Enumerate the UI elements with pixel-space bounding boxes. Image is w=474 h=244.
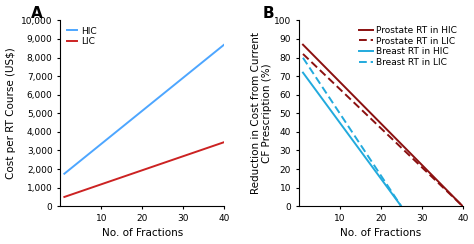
Breast RT in HIC — [388, 191, 393, 193]
Breast RT in LIC — [300, 56, 306, 59]
Line: Prostate RT in HIC: Prostate RT in HIC — [303, 45, 463, 206]
Line: Breast RT in HIC: Breast RT in HIC — [303, 73, 401, 206]
Prostate RT in LIC — [300, 52, 306, 55]
Legend: Prostate RT in HIC, Prostate RT in LIC, Breast RT in HIC, Breast RT in LIC: Prostate RT in HIC, Prostate RT in LIC, … — [356, 22, 461, 71]
X-axis label: No. of Fractions: No. of Fractions — [340, 228, 421, 238]
Prostate RT in LIC — [452, 198, 458, 201]
Breast RT in HIC — [377, 176, 383, 179]
Line: Prostate RT in LIC: Prostate RT in LIC — [303, 54, 463, 206]
Prostate RT in LIC — [363, 112, 369, 115]
Y-axis label: Reduction in Cost from Current
CF Prescription (%): Reduction in Cost from Current CF Prescr… — [251, 32, 273, 194]
Prostate RT in LIC — [402, 149, 408, 152]
Breast RT in LIC — [352, 135, 358, 138]
Y-axis label: Cost per RT Course (US$): Cost per RT Course (US$) — [6, 47, 16, 179]
Text: A: A — [31, 6, 43, 20]
Prostate RT in HIC — [442, 187, 448, 190]
Prostate RT in LIC — [460, 205, 465, 208]
Prostate RT in HIC — [402, 146, 408, 149]
Prostate RT in HIC — [452, 197, 458, 200]
Line: Breast RT in LIC: Breast RT in LIC — [303, 58, 401, 206]
Breast RT in LIC — [388, 189, 393, 192]
Breast RT in HIC — [332, 114, 337, 117]
Breast RT in HIC — [302, 74, 308, 77]
Prostate RT in HIC — [460, 205, 465, 208]
Prostate RT in HIC — [438, 183, 444, 186]
Breast RT in HIC — [398, 204, 404, 207]
Prostate RT in HIC — [363, 107, 369, 110]
Breast RT in LIC — [302, 60, 308, 63]
Breast RT in LIC — [377, 173, 383, 176]
Breast RT in HIC — [362, 155, 367, 158]
Prostate RT in LIC — [438, 184, 444, 187]
X-axis label: No. of Fractions: No. of Fractions — [101, 228, 183, 238]
Prostate RT in HIC — [448, 193, 454, 196]
Breast RT in LIC — [332, 104, 337, 107]
Breast RT in LIC — [362, 149, 367, 152]
Breast RT in HIC — [300, 71, 306, 74]
Breast RT in LIC — [398, 204, 404, 207]
Legend: HIC, LIC: HIC, LIC — [63, 23, 100, 50]
Prostate RT in LIC — [442, 188, 448, 191]
Prostate RT in LIC — [448, 194, 454, 197]
Breast RT in HIC — [352, 142, 358, 145]
Prostate RT in HIC — [300, 43, 306, 46]
Text: B: B — [263, 6, 274, 20]
